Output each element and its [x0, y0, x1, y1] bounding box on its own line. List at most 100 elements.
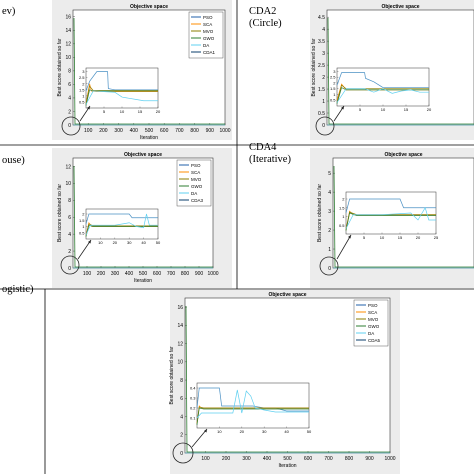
cell-cda3-series-main [73, 165, 213, 268]
cell-cda5-legend-entry: PSO [368, 303, 378, 308]
cell-cda4-inset-xtick-label: 25 [434, 235, 439, 240]
cell-cda3-xtick-label: 600 [153, 271, 162, 277]
cell-cda5-inset-ytick-label: 0.2 [190, 406, 196, 411]
cell-cda5-title: Objective space [268, 292, 306, 298]
cell-cda2-inset-xtick-label: 20 [427, 107, 432, 112]
cell-cda1-xtick-label: 1000 [219, 128, 230, 134]
cell-cda2-inset-series-0 [336, 72, 429, 88]
cell-cda2-zoom-arrowhead [341, 106, 344, 110]
cell-cda3-title: Objective space [124, 152, 162, 158]
cell-cda5-legend-entry: CDA5 [368, 338, 381, 343]
cell-cda2-ytick-label: 0 [322, 123, 325, 129]
cell-cda5-inset-xtick-label: 50 [307, 429, 312, 434]
cell-cda4-inset-ytick-label: 1 [342, 214, 345, 219]
cell-cda5-inset-xtick-label: 30 [262, 429, 267, 434]
cell-cda4-zoom-arrowhead [348, 235, 351, 239]
cell-cda3-zoom-arrow [77, 239, 92, 260]
cell-cda1-inset-xtick-label: 15 [138, 109, 143, 114]
cell-cda1-ylabel: Best score obtained so far [57, 38, 63, 96]
cell-cda3-xtick-label: 200 [97, 271, 106, 277]
cell-cda5-xtick-label: 700 [324, 456, 333, 462]
cell-cda1-legend-entry: MVO [203, 29, 214, 34]
cell-cda1-xtick-label: 500 [145, 128, 154, 134]
cell-cda2-ylabel: Best score obtained so far [311, 38, 317, 96]
cell-cda2-ytick-label: 1 [322, 99, 325, 105]
cell-cda3-legend-entry: CDA3 [191, 198, 204, 203]
cell-cda5-xtick-label: 800 [345, 456, 354, 462]
cell-cda5-label: ogistic) [2, 284, 34, 295]
cell-cda1-xtick-label: 100 [84, 128, 93, 134]
cell-cda5-xtick-label: 600 [304, 456, 313, 462]
cell-cda3-zoom-arrowhead [88, 240, 91, 244]
cell-cda3-xtick-label: 500 [139, 271, 148, 277]
cell-cda4-inset-ytick-label: 0.5 [339, 223, 345, 228]
cell-cda3-ytick-label: 0 [68, 266, 71, 272]
cell-cda5-xtick-label: 100 [201, 456, 210, 462]
cell-cda4-inset-xtick-label: 20 [416, 235, 421, 240]
cell-cda1-legend-entry: CDA1 [203, 50, 216, 55]
cell-cda3-ylabel: Best score obtained so far [57, 184, 63, 242]
cell-cda5-inset-xtick-label: 20 [240, 429, 245, 434]
cell-cda4-inset-xtick-label: 15 [398, 235, 403, 240]
cell-cda5-inset-ytick-label: 0.1 [190, 416, 196, 421]
cell-cda1-inset-series-3 [85, 89, 158, 106]
cell-cda1-series-main [73, 17, 225, 125]
cell-cda4-ytick-label: 5 [328, 171, 331, 177]
cell-cda5-inset-ytick-label: 0.3 [190, 396, 196, 401]
cell-cda3-xtick-label: 900 [195, 271, 204, 277]
cell-cda2-ytick-label: 4.5 [318, 15, 325, 21]
cell-cda2-ytick-label: 2.5 [318, 63, 325, 69]
cell-cda5-legend-entry: MVO [368, 317, 379, 322]
cell-cda5-zoom-arrowhead [204, 429, 207, 433]
cell-cda4-zoom-circle [319, 256, 339, 276]
cell-cda4-label: CDA4 [249, 142, 277, 153]
cell-cda3-xtick-label: 800 [181, 271, 190, 277]
cell-cda5-xtick-label: 1000 [384, 456, 395, 462]
cell-cda3-legend-entry: DA [191, 191, 197, 196]
cell-cda1-inset-series-2 [85, 85, 158, 105]
cell-cda3-zoom-circle [60, 255, 80, 275]
cell-cda2-title: Objective space [381, 4, 419, 10]
cell-cda1-inset [85, 67, 159, 109]
cell-cda5-ytick-label: 12 [177, 341, 183, 347]
cell-cda5-inset-ytick-label: 0.4 [190, 386, 196, 391]
cell-cda2-inset-series-3 [336, 87, 429, 104]
cell-cda3-xtick-label: 400 [125, 271, 134, 277]
cell-cda3-ytick-label: 2 [68, 249, 71, 255]
cell-cda5-legend-entry: DA [368, 331, 374, 336]
cell-cda1-xtick-label: 400 [130, 128, 139, 134]
cell-cda5-series-main [185, 305, 390, 453]
cell-cda5-legend [353, 299, 389, 347]
cell-cda3-inset-xtick-label: 50 [156, 240, 161, 245]
cell-cda5-inset [196, 382, 310, 429]
cell-cda1-ytick-label: 12 [65, 42, 71, 48]
cell-cda2-ytick-label: 3 [322, 51, 325, 57]
cell-cda2-ytick-label: 1.5 [318, 87, 325, 93]
cell-cda5-inset-xtick-label: 40 [284, 429, 289, 434]
cell-cda5-xtick-label: 500 [283, 456, 292, 462]
cell-cda1-zoom-circle [61, 116, 81, 136]
cell-cda4-series-main [333, 165, 474, 268]
cell-cda1-inset-ytick-label: 0.5 [79, 99, 85, 104]
cell-cda5-ytick-label: 10 [177, 360, 183, 366]
cell-cda1-inset-ytick-label: 1 [82, 93, 85, 98]
cell-cda4-title: Objective space [384, 152, 422, 158]
cell-cda4-inset-series-3 [345, 212, 436, 231]
cell-cda2-inset-ytick-label: 2.5 [330, 75, 336, 80]
cell-cda2-axes [326, 9, 474, 126]
cell-cda5-zoom-circle [172, 442, 194, 464]
cell-cda5-inset-series-4 [196, 389, 309, 419]
cell-cda5-xlabel: Iteration [278, 463, 296, 469]
cell-cda4-inset-xtick-label: 5 [363, 235, 366, 240]
cell-cda5-xtick-label: 900 [365, 456, 374, 462]
cell-cda1-legend-entry: SCA [203, 22, 212, 27]
cell-cda1-ytick-label: 2 [68, 109, 71, 115]
cell-cda3-legend-entry: GWO [191, 184, 203, 189]
cell-cda1-xlabel: Iteration [140, 135, 158, 141]
cell-cda2-series-main [327, 17, 474, 125]
cell-cda1-legend-entry: DA [203, 43, 209, 48]
cell-cda4-label: (Iterative) [249, 154, 291, 165]
cell-cda3-inset-xtick-label: 40 [141, 240, 146, 245]
cell-cda4-ytick-label: 3 [328, 209, 331, 215]
